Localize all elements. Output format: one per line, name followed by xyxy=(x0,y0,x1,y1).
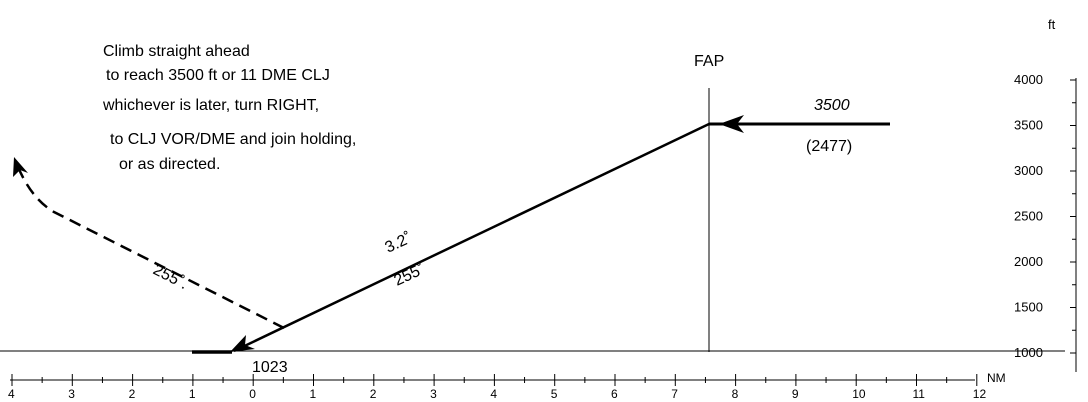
missed-approach-arrow-icon xyxy=(13,157,28,177)
distance-tick-label: 12 xyxy=(973,387,987,401)
fap-label: FAP xyxy=(694,53,724,70)
instruction-line: whichever is later, turn RIGHT, xyxy=(102,97,319,114)
distance-tick-label: 4 xyxy=(8,387,15,401)
distance-tick-label: 11 xyxy=(913,387,926,401)
glide-path-line xyxy=(233,122,710,353)
distance-tick-label: 1 xyxy=(189,387,196,401)
distance-tick-label: 5 xyxy=(551,387,558,401)
distance-tick-label: 2 xyxy=(129,387,136,401)
intermediate-height-label: (2477) xyxy=(806,138,852,155)
instruction-line: or as directed. xyxy=(119,156,220,173)
altitude-tick-label: 3500 xyxy=(1014,118,1043,133)
altitude-tick-label: 2500 xyxy=(1014,209,1043,224)
distance-tick-label: 3 xyxy=(68,387,75,401)
final-track-label: 255˚ xyxy=(392,261,428,290)
distance-tick-label: 6 xyxy=(611,387,618,401)
missed-approach-instructions: Climb straight ahead to reach 3500 ft or… xyxy=(102,43,356,173)
distance-tick-label: 9 xyxy=(792,387,799,401)
instruction-line: Climb straight ahead xyxy=(103,43,250,60)
distance-tick-label: 4 xyxy=(490,387,497,401)
missed-approach-path xyxy=(14,161,285,330)
altitude-unit-label: ft xyxy=(1048,17,1056,32)
distance-tick-label: 7 xyxy=(671,387,678,401)
instruction-line: to reach 3500 ft or 11 DME CLJ xyxy=(106,67,330,84)
distance-axis: 4 3 2 1 0 1 2 3 4 5 6 7 8 9 10 11 12 xyxy=(8,374,986,401)
distance-tick-label: 2 xyxy=(370,387,377,401)
distance-tick-label: 8 xyxy=(732,387,739,401)
distance-tick-label: 10 xyxy=(852,387,866,401)
distance-tick-label: 0 xyxy=(249,387,256,401)
intermediate-altitude-label: 3500 xyxy=(814,97,850,114)
missed-track-label: 255˚. xyxy=(150,261,190,293)
distance-tick-label: 1 xyxy=(310,387,317,401)
distance-unit-label: NM xyxy=(987,371,1006,385)
threshold-elevation-label: 1023 xyxy=(252,359,288,376)
intermediate-arrow-icon xyxy=(719,115,744,133)
instruction-line: to CLJ VOR/DME and join holding, xyxy=(110,131,356,148)
glide-path-angle-label: 3.2˚ xyxy=(383,230,415,257)
altitude-tick-label: 1500 xyxy=(1014,300,1043,315)
glide-path-arrow-icon xyxy=(230,335,255,352)
altitude-tick-label: 4000 xyxy=(1014,72,1043,87)
altitude-tick-label: 2000 xyxy=(1014,254,1043,269)
altitude-axis: 4000 3500 3000 2500 2000 1500 1000 xyxy=(1014,72,1077,372)
altitude-tick-label: 1000 xyxy=(1014,345,1043,360)
distance-tick-label: 3 xyxy=(430,387,437,401)
altitude-tick-label: 3000 xyxy=(1014,163,1043,178)
